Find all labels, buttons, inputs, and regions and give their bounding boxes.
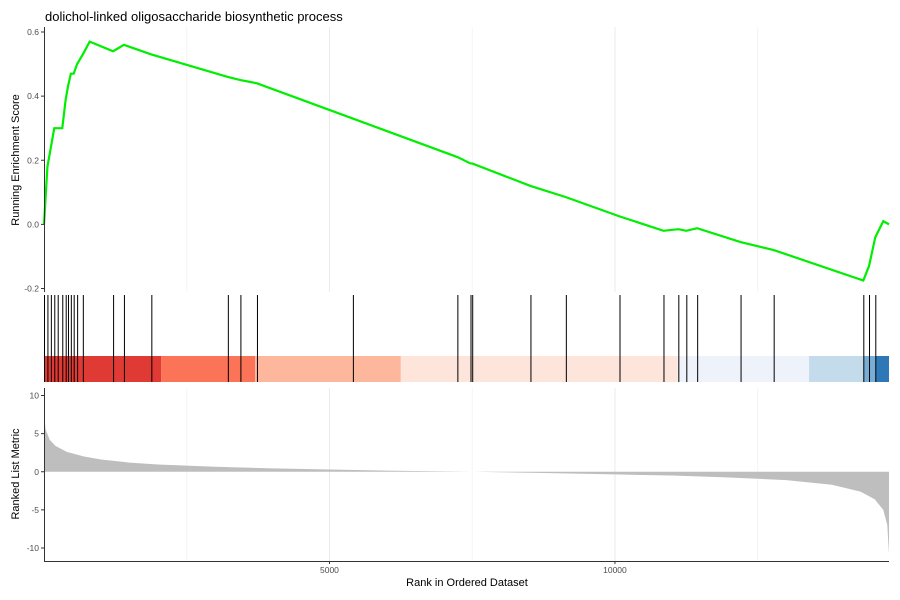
ranked-metric-y-tick-label: 5 [34, 429, 39, 439]
color-bar-band [255, 356, 401, 382]
color-bar-band [677, 356, 810, 382]
ranked-metric-y-tick-label: 10 [30, 391, 40, 401]
x-ticks: 5000 10000 [320, 561, 627, 575]
ranked-metric-area [44, 414, 889, 555]
enrichment-y-tick-label: 0.2 [27, 155, 39, 165]
chart-title: dolichol-linked oligosaccharide biosynth… [45, 9, 343, 24]
enrichment-gridlines [186, 27, 759, 292]
hits-panel [44, 295, 889, 382]
enrichment-y-tick-label: -0.2 [24, 284, 39, 294]
enrichment-y-ticks: -0.2 0.0 0.2 0.4 0.6 [24, 27, 44, 294]
color-bar-band [875, 356, 889, 382]
enrichment-y-axis-label: Running Enrichment Score [10, 94, 22, 225]
ranked-metric-panel: -10 -5 0 5 10 5000 10000 Ranked List Metric R… [10, 388, 889, 589]
enrichment-y-tick-label: 0.6 [27, 27, 39, 37]
color-bar-band [44, 356, 162, 382]
x-tick-label: 5000 [320, 565, 339, 575]
color-bar-band [161, 356, 256, 382]
ranked-metric-gridlines [186, 388, 759, 561]
color-bar-band [809, 356, 864, 382]
ranked-metric-y-tick-label: 0 [34, 467, 39, 477]
enrichment-panel: -0.2 0.0 0.2 0.4 0.6 Running Enrichment Scor… [10, 27, 890, 294]
x-tick-label: 10000 [603, 565, 627, 575]
enrichment-y-tick-label: 0.0 [27, 219, 39, 229]
ranked-metric-y-tick-label: -5 [31, 505, 39, 515]
color-bar [44, 356, 889, 382]
x-axis-label: Rank in Ordered Dataset [406, 577, 528, 589]
color-bar-band [400, 356, 678, 382]
ranked-metric-y-tick-label: -10 [27, 543, 40, 553]
ranked-metric-y-ticks: -10 -5 0 5 10 [27, 391, 44, 553]
hit-marks [44, 295, 877, 382]
enrichment-score-line [42, 40, 890, 282]
ranked-metric-y-axis-label: Ranked List Metric [10, 428, 22, 520]
enrichment-y-tick-label: 0.4 [27, 91, 39, 101]
